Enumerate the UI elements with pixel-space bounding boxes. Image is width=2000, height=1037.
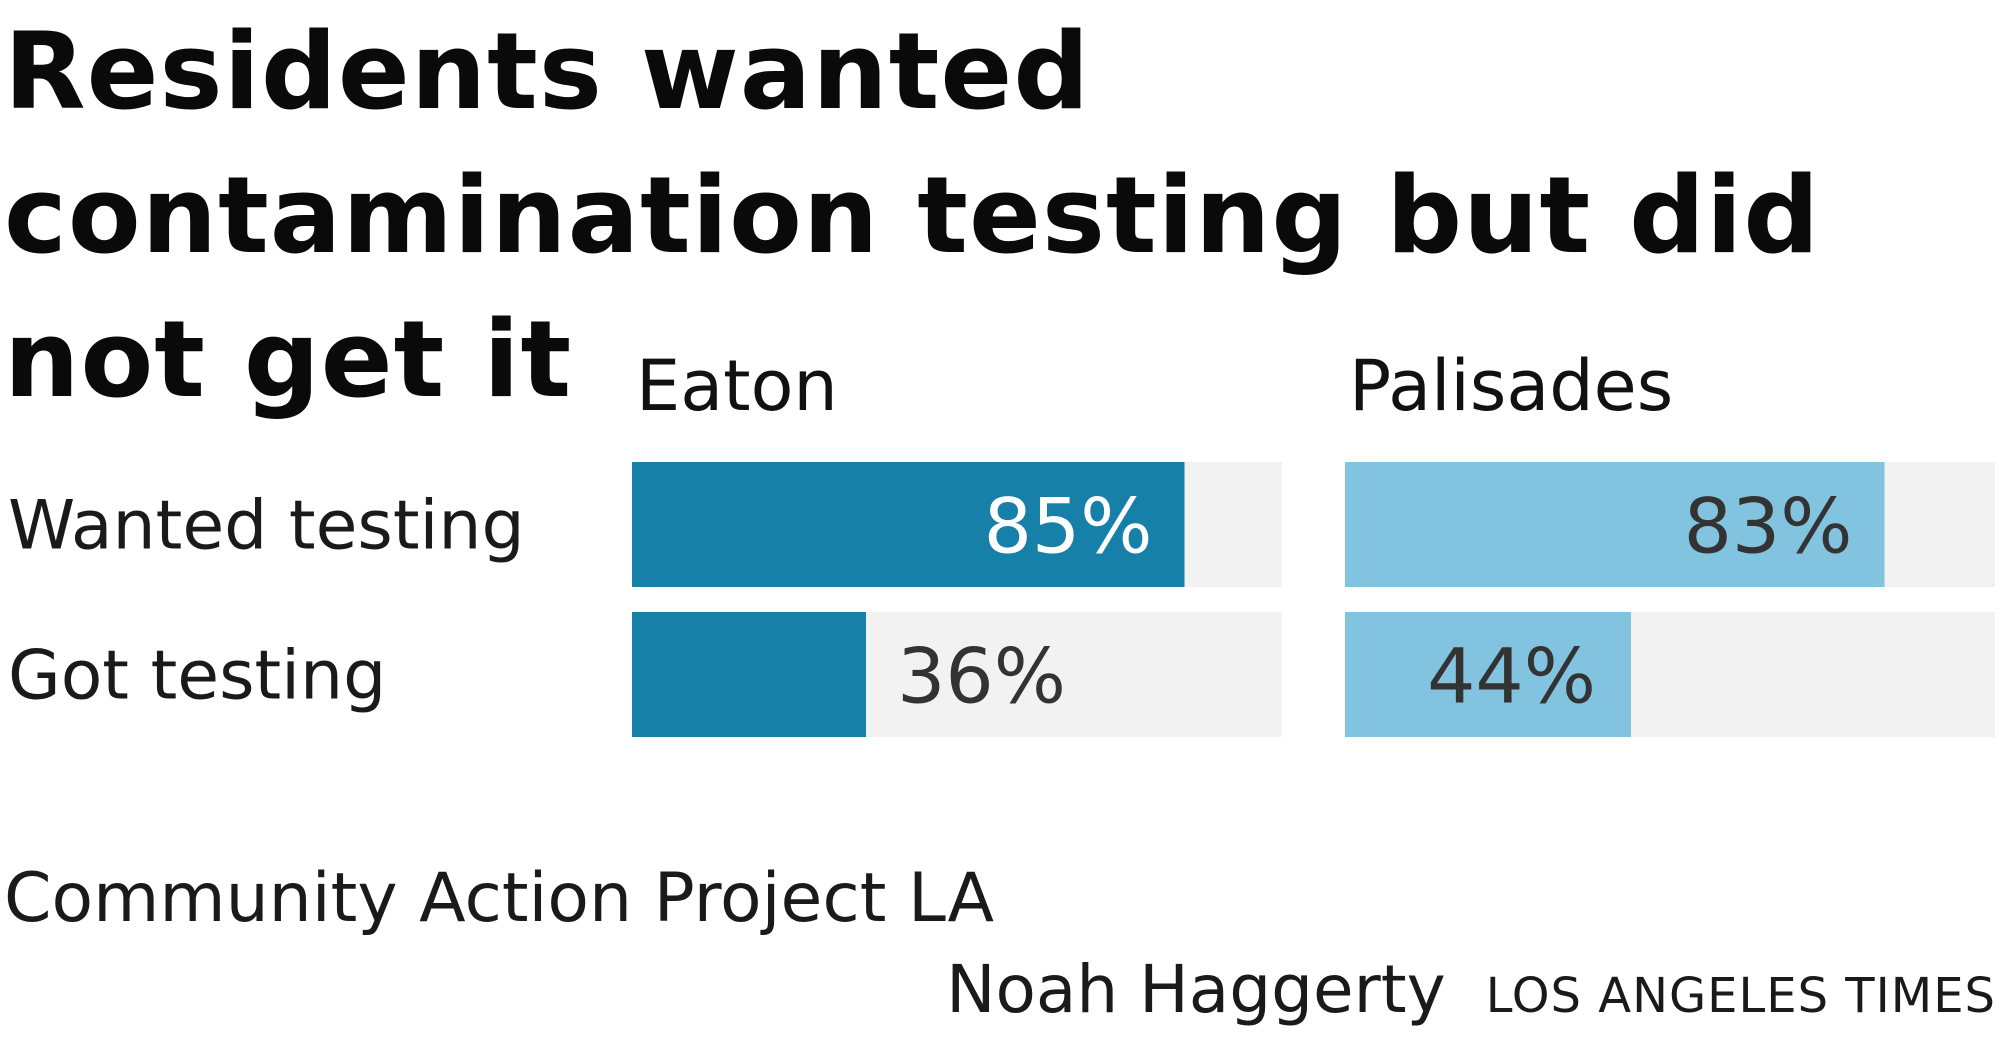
row-label-got-testing: Got testing [8,637,386,716]
bar-eaton-got-testing [632,612,866,737]
row-label-wanted-testing: Wanted testing [8,487,525,566]
data-label-eaton-got-testing: 36% [897,632,1066,721]
credit-line: Noah Haggerty LOS ANGELES TIMES [946,949,1996,1037]
data-label-palisades-wanted-testing: 83% [1684,482,1853,571]
data-label-eaton-wanted-testing: 85% [984,482,1153,571]
chart-title: Residents wanted contamination testing b… [4,10,1821,421]
bar-eaton-wanted-testing [632,462,1185,587]
bar-palisades-got-testing [1345,612,1631,737]
bar-palisades-wanted-testing [1345,462,1885,587]
panel-header-palisades: Palisades [1349,345,1673,427]
panel-header-eaton: Eaton [636,345,838,427]
publisher-name: LOS ANGELES TIMES [1485,968,1996,1024]
data-label-palisades-got-testing: 44% [1427,632,1596,721]
source-note: Community Action Project LA [4,859,994,938]
author-credit: Noah Haggerty [946,951,1446,1028]
